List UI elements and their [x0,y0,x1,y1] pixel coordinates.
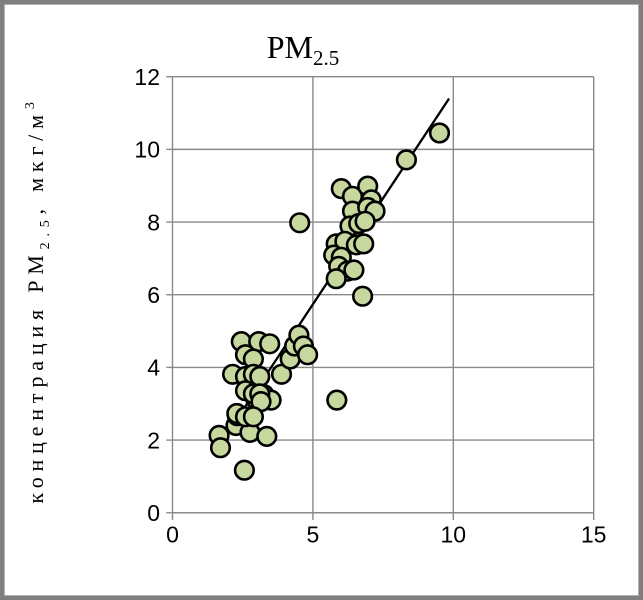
svg-text:10: 10 [134,137,160,163]
svg-text:концентрация PM2.5, мкг/м3: концентрация PM2.5, мкг/м3 [23,96,53,503]
svg-text:2: 2 [147,427,160,453]
svg-text:8: 8 [147,209,160,235]
svg-text:4: 4 [147,355,160,381]
svg-text:0: 0 [147,500,160,526]
svg-text:6: 6 [147,282,160,308]
svg-text:5: 5 [307,522,320,548]
svg-text:PM2.5: PM2.5 [267,29,340,70]
svg-text:15: 15 [581,522,607,548]
svg-text:12: 12 [134,64,160,90]
svg-text:10: 10 [441,522,467,548]
svg-text:0: 0 [166,522,179,548]
